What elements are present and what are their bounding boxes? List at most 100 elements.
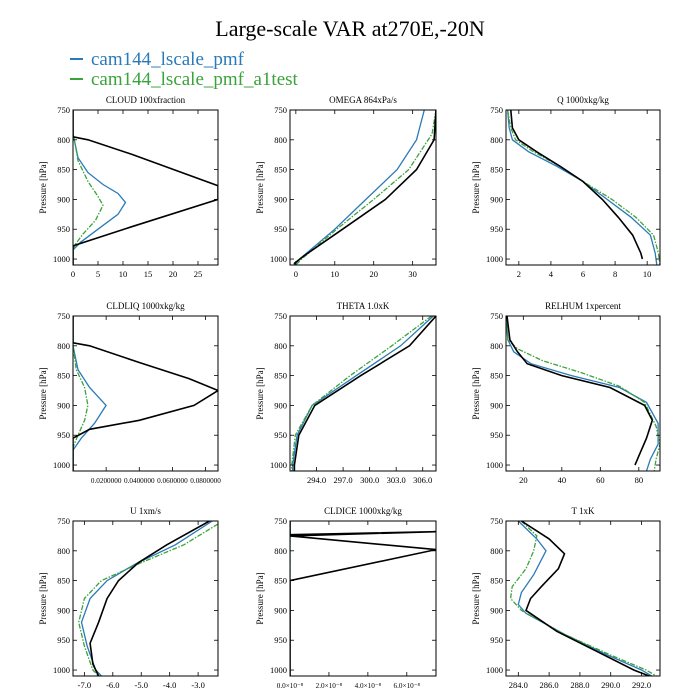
y-tick-label: 900	[490, 194, 503, 204]
panel-title: RELHUM 1xpercent	[545, 301, 621, 311]
series-line-3	[73, 316, 218, 471]
x-tick-label: 6.0×10⁻⁸	[394, 682, 421, 690]
legend-label-1: cam144_lscale_pmf	[91, 49, 245, 70]
series-line-1	[80, 521, 213, 676]
y-axis-label: Pressure [hPa]	[255, 572, 265, 624]
x-tick-label: 40	[558, 475, 567, 485]
x-tick-label: 300.0	[360, 475, 379, 485]
y-tick-label: 750	[490, 311, 503, 321]
y-tick-label: 1000	[486, 460, 503, 470]
x-tick-label: 0.0800000	[190, 477, 221, 485]
series-line-1	[293, 110, 425, 265]
x-tick-label: 2.0×10⁻⁸	[316, 682, 343, 690]
panel-5: THETA 1.0xK 750 800 850 900 950 1000 Pressure […	[255, 301, 437, 485]
x-tick-label: 80	[635, 475, 644, 485]
panel-title: T 1xK	[571, 506, 595, 516]
y-tick-label: 1000	[486, 254, 503, 264]
y-axis-label: Pressure [hPa]	[471, 572, 481, 624]
panel-title: CLDICE 1000xkg/kg	[324, 506, 402, 516]
panel-8: CLDICE 1000xkg/kg 750 800 850 900 950 1000 Pres…	[255, 506, 437, 690]
x-tick-label: 297.0	[334, 475, 353, 485]
x-tick-label: 20	[519, 475, 528, 485]
x-tick-label: 30	[408, 269, 417, 279]
y-tick-label: 1000	[53, 665, 70, 675]
panel-frame	[505, 520, 661, 677]
x-tick-label: 20	[169, 269, 178, 279]
x-tick-label: 0.0400000	[124, 477, 155, 485]
series-line-2	[506, 110, 660, 265]
series-line-3	[89, 521, 210, 676]
y-axis-label: Pressure [hPa]	[255, 367, 265, 419]
x-tick-label: 4.0×10⁻⁸	[355, 682, 382, 690]
x-tick-label: 4	[549, 269, 554, 279]
y-tick-label: 950	[274, 224, 287, 234]
y-tick-label: 900	[57, 194, 70, 204]
y-tick-label: 1000	[53, 254, 70, 264]
panel-frame	[289, 109, 437, 266]
series-line-3	[290, 521, 436, 676]
x-tick-label: 25	[194, 269, 203, 279]
x-tick-label: 60	[596, 475, 605, 485]
panel-3: Q 1000xkg/kg 750 800 850 900 950 1000 Pressure …	[471, 95, 661, 279]
y-axis-label: Pressure [hPa]	[255, 161, 265, 213]
x-tick-label: 8	[613, 269, 617, 279]
y-tick-label: 850	[274, 165, 287, 175]
y-tick-label: 1000	[486, 665, 503, 675]
panel-6: RELHUM 1xpercent 750 800 850 900 950 1000 Press…	[471, 301, 661, 485]
x-tick-label: 20	[369, 269, 378, 279]
y-tick-label: 1000	[270, 254, 287, 264]
y-tick-label: 950	[274, 430, 287, 440]
y-tick-label: 850	[490, 576, 503, 586]
panel-frame	[505, 109, 661, 266]
x-tick-label: 10	[331, 269, 340, 279]
y-tick-label: 900	[490, 400, 503, 410]
y-tick-label: 800	[274, 341, 287, 351]
series-line-2	[506, 316, 660, 471]
legend-line-swatch-2	[70, 77, 83, 80]
panel-title: Q 1000xkg/kg	[557, 95, 609, 105]
y-axis-label: Pressure [hPa]	[38, 367, 48, 419]
x-tick-label: 0	[294, 269, 298, 279]
y-tick-label: 850	[57, 165, 70, 175]
series-line-1	[506, 110, 658, 265]
y-tick-label: 750	[274, 311, 287, 321]
panel-frame	[72, 520, 219, 677]
series-line-2	[509, 521, 658, 676]
y-tick-label: 800	[490, 135, 503, 145]
x-tick-label: 10	[643, 269, 652, 279]
x-tick-label: 303.0	[387, 475, 406, 485]
series-line-1	[73, 316, 107, 471]
x-tick-label: 306.0	[413, 475, 432, 485]
y-tick-label: 900	[57, 605, 70, 615]
y-tick-label: 950	[57, 635, 70, 645]
x-tick-label: 294.0	[307, 475, 326, 485]
y-tick-label: 950	[490, 430, 503, 440]
y-tick-label: 900	[274, 605, 287, 615]
y-tick-label: 850	[57, 576, 70, 586]
x-tick-label: 15	[144, 269, 153, 279]
x-tick-label: 0.0600000	[157, 477, 188, 485]
y-tick-label: 750	[490, 105, 503, 115]
y-tick-label: 950	[57, 430, 70, 440]
panel-title: THETA 1.0xK	[337, 301, 390, 311]
panel-frame	[289, 315, 437, 472]
series-line-2	[295, 110, 436, 265]
y-tick-label: 1000	[270, 665, 287, 675]
panel-1: CLOUD 100xfraction 750 800 850 900 950 1000 Pre…	[38, 95, 219, 279]
y-axis-label: Pressure [hPa]	[38, 161, 48, 213]
series-line-3	[510, 110, 644, 260]
x-tick-label: -4.0	[163, 680, 176, 690]
x-tick-label: 5	[96, 269, 100, 279]
y-tick-label: 800	[57, 546, 70, 556]
y-tick-label: 1000	[270, 460, 287, 470]
legend-label-2: cam144_lscale_pmf_a1test	[91, 69, 298, 90]
x-tick-label: 2	[517, 269, 521, 279]
panel-title: U 1xm/s	[130, 506, 161, 516]
y-tick-label: 800	[274, 546, 287, 556]
panel-9: T 1xK 750 800 850 900 950 1000 Pressure [hPa] 28…	[471, 506, 661, 690]
legend-entry-2: cam144_lscale_pmf_a1test	[70, 69, 298, 91]
panel-title: CLOUD 100xfraction	[106, 95, 186, 105]
y-tick-label: 1000	[53, 460, 70, 470]
x-tick-label: 288.0	[570, 680, 589, 690]
legend-entry-1: cam144_lscale_pmf	[70, 49, 244, 71]
